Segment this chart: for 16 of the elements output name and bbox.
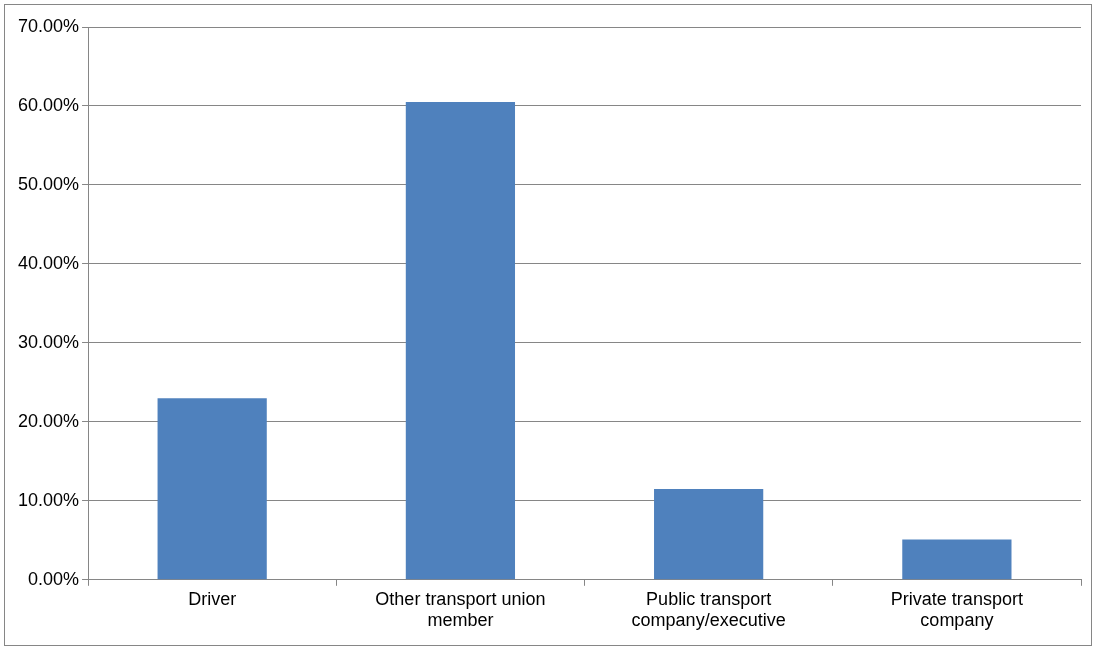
y-tick-label: 70.00% — [17, 15, 80, 36]
y-tick-label: 50.00% — [17, 173, 80, 194]
y-tick-label: 20.00% — [17, 410, 80, 431]
x-tick-label: Public transport company/executive — [631, 588, 786, 631]
bar — [405, 102, 516, 580]
y-tick-label: 0.00% — [28, 568, 80, 589]
y-tick-label: 60.00% — [17, 94, 80, 115]
bar — [902, 539, 1012, 580]
bar — [157, 398, 267, 580]
x-tick-label: Other transport union member — [375, 588, 546, 631]
bar — [654, 488, 764, 580]
y-tick-label: 40.00% — [17, 252, 80, 273]
y-tick-label: 10.00% — [17, 489, 80, 510]
y-tick-label: 30.00% — [17, 331, 80, 352]
x-tick-label: Private transport company — [890, 588, 1023, 631]
x-tick-label: Driver — [188, 588, 237, 609]
